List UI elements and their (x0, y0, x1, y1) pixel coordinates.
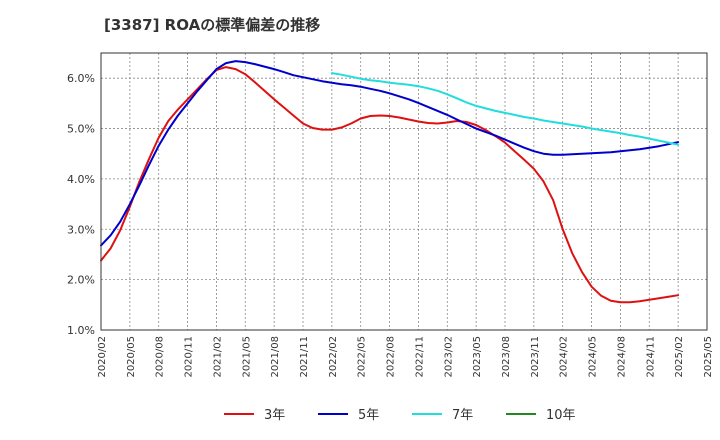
x-tick-label: 2025/02 (674, 336, 685, 378)
x-tick-label: 2024/08 (616, 336, 627, 378)
x-tick-label: 2024/05 (588, 336, 599, 378)
x-tick-label: 2020/05 (126, 336, 137, 378)
legend-label-2: 7年 (452, 408, 473, 423)
plot-background (101, 53, 707, 330)
y-tick-label: 6.0% (67, 72, 95, 85)
x-tick-label: 2022/02 (328, 336, 339, 378)
legend-label-0: 3年 (264, 408, 285, 423)
x-axis-ticks: 2020/02 2020/05 2020/08 2020/11 2021/02 2021/… (97, 336, 714, 378)
x-tick-label: 2021/11 (299, 336, 310, 378)
series-line-1 (100, 60, 680, 247)
x-tick-label: 2023/11 (530, 336, 541, 378)
x-tick-label: 2022/05 (357, 336, 368, 378)
x-tick-label: 2022/08 (386, 336, 397, 378)
legend-label-3: 10年 (546, 408, 576, 423)
x-tick-label: 2022/11 (414, 336, 425, 378)
x-tick-label: 2023/02 (443, 336, 454, 378)
legend-label-1: 5年 (358, 408, 379, 423)
chart-title: [3387] ROAの標準偏差の推移 (104, 16, 321, 34)
plot-frame (100, 52, 708, 331)
x-tick-label: 2023/08 (501, 336, 512, 378)
x-tick-label: 2024/02 (559, 336, 570, 378)
x-tick-label: 2024/11 (645, 336, 656, 378)
legend: 3年 5年 7年 10年 (224, 408, 576, 423)
x-tick-label: 2020/08 (155, 336, 166, 378)
y-tick-label: 1.0% (67, 324, 95, 337)
series-line-0 (100, 66, 680, 304)
x-tick-label: 2020/11 (184, 336, 195, 378)
x-tick-label: 2023/05 (472, 336, 483, 378)
series-lines (100, 60, 680, 304)
y-tick-label: 4.0% (67, 173, 95, 186)
x-tick-label: 2020/02 (97, 336, 108, 378)
x-tick-label: 2021/08 (270, 336, 281, 378)
x-tick-label: 2025/05 (703, 336, 714, 378)
x-tick-label: 2021/02 (212, 336, 223, 378)
y-tick-label: 5.0% (67, 123, 95, 136)
series-line-2 (330, 72, 680, 146)
x-tick-label: 2021/05 (241, 336, 252, 378)
y-axis-ticks: 1.0% 2.0% 3.0% 4.0% 5.0% 6.0% (67, 72, 95, 337)
y-tick-label: 3.0% (67, 223, 95, 236)
y-tick-label: 2.0% (67, 274, 95, 287)
